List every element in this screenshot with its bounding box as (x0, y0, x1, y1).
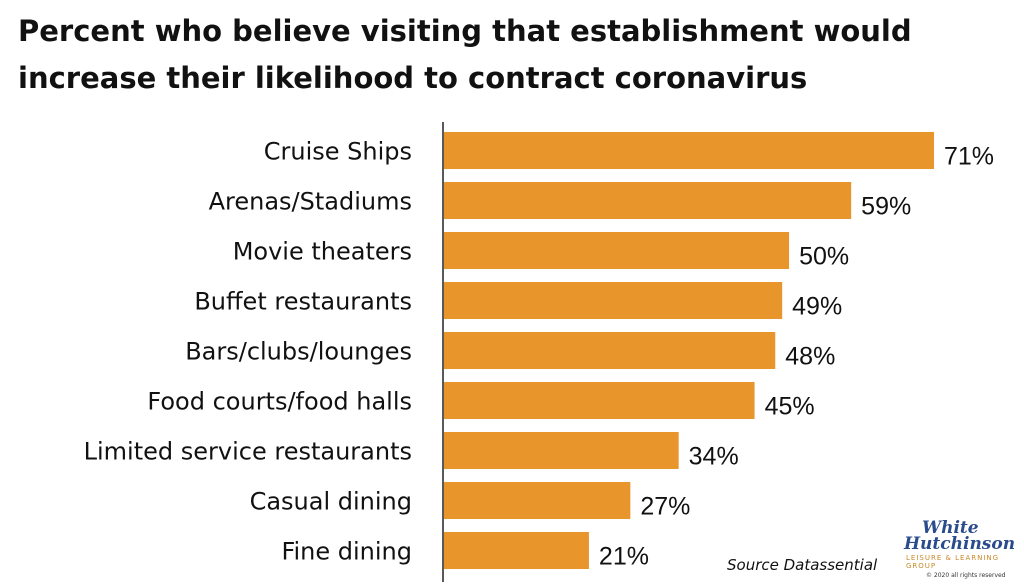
value-label: 21% (599, 543, 649, 571)
category-label: Buffet restaurants (194, 288, 412, 316)
bar (444, 482, 631, 519)
value-label: 59% (861, 193, 911, 221)
value-label: 27% (640, 493, 690, 521)
bar (444, 282, 783, 319)
value-label: 50% (799, 243, 849, 271)
category-label: Bars/clubs/lounges (185, 338, 412, 366)
category-label: Limited service restaurants (84, 438, 412, 466)
white-hutchinson-logo: White Hutchinson LEISURE & LEARNING GROU… (900, 518, 1022, 584)
category-label: Movie theaters (233, 238, 412, 266)
bars-layer: Cruise Ships 71% Arenas/Stadiums 59% Movie t… (84, 132, 994, 571)
logo-text-white: White (922, 518, 979, 538)
category-label: Food courts/food halls (147, 388, 412, 416)
category-label: Cruise Ships (264, 138, 412, 166)
source-note: Source Datassential (727, 556, 878, 574)
bar (444, 532, 589, 569)
value-label: 49% (792, 293, 842, 321)
logo-tagline: LEISURE & LEARNING GROUP (906, 554, 1000, 570)
category-label: Arenas/Stadiums (209, 188, 412, 216)
bar (444, 432, 679, 469)
value-label: 71% (944, 143, 994, 171)
bar (444, 182, 852, 219)
value-label: 48% (785, 343, 835, 371)
value-label: 34% (689, 443, 739, 471)
logo-text-hutchinson: Hutchinson (904, 534, 1016, 554)
chart-title: Percent who believe visiting that establ… (18, 14, 912, 95)
bar (444, 232, 790, 269)
bar (444, 132, 934, 169)
bar (444, 332, 776, 369)
category-label: Casual dining (250, 488, 412, 516)
logo-copyright: © 2020 all rights reserved (926, 572, 1006, 579)
category-label: Fine dining (281, 538, 412, 566)
bar (444, 382, 755, 419)
value-label: 45% (765, 393, 815, 421)
